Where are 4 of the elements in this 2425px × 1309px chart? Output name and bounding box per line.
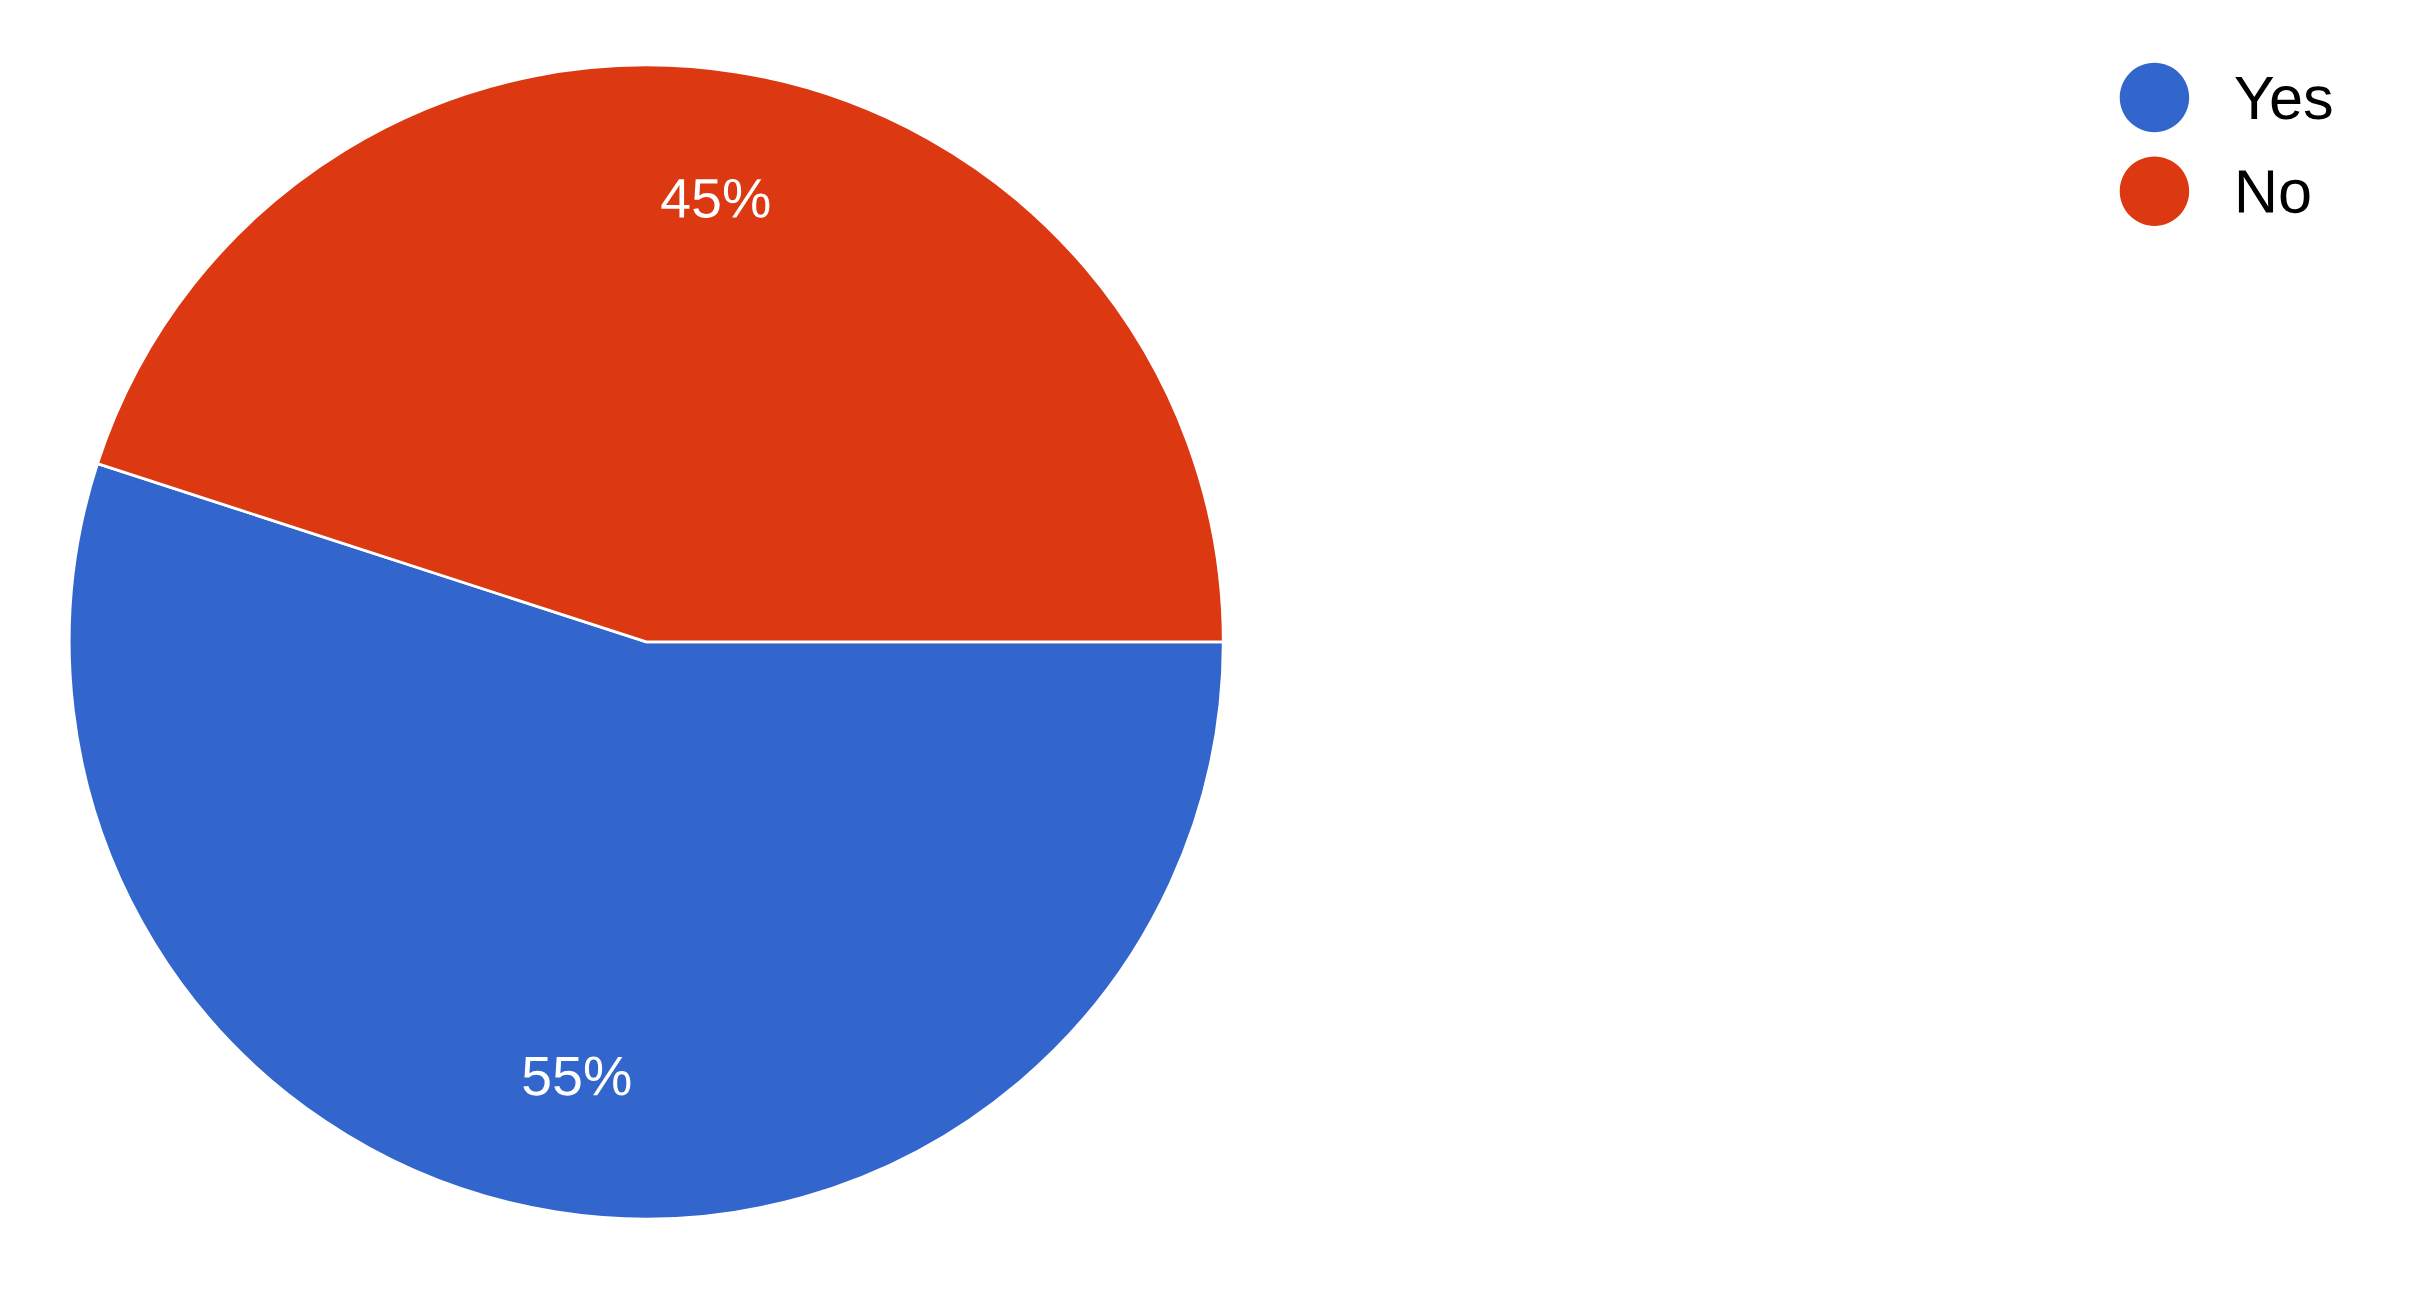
legend-label: Yes <box>2235 76 2332 120</box>
legend-label: No <box>2238 170 2310 214</box>
data-label: 55% <box>523 1056 631 1096</box>
data-label: 45% <box>661 178 770 219</box>
